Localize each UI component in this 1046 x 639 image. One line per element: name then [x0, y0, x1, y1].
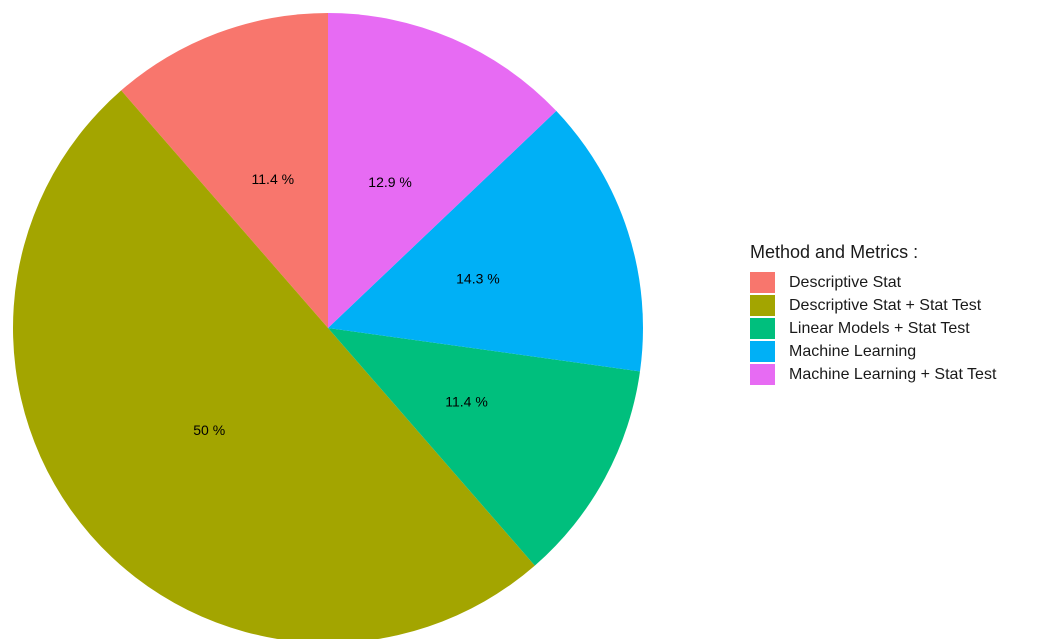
legend-label: Descriptive Stat: [789, 273, 902, 291]
legend-label: Machine Learning + Stat Test: [789, 365, 997, 383]
slice-label-3: 14.3 %: [456, 271, 500, 287]
pie-slice-1: [13, 90, 535, 639]
pie-slice-2: [328, 328, 640, 566]
slice-label-4: 12.9 %: [368, 174, 412, 190]
legend: Method and Metrics : Descriptive Stat Des…: [750, 242, 996, 386]
legend-item-3: Machine Learning: [750, 340, 996, 363]
legend-swatch: [750, 341, 775, 362]
legend-swatch: [750, 272, 775, 293]
pie-slice-3: [328, 110, 644, 372]
legend-item-2: Linear Models + Stat Test: [750, 317, 996, 340]
pie-slice-4: [328, 13, 557, 328]
legend-title: Method and Metrics :: [750, 242, 919, 262]
legend-items: Descriptive Stat Descriptive Stat + Stat …: [750, 271, 996, 386]
pie-chart: 11.4 % 50 % 11.4 % 14.3 % 12.9 %: [13, 13, 644, 639]
slice-label-1: 50 %: [193, 422, 225, 438]
legend-label: Linear Models + Stat Test: [789, 319, 970, 337]
pie-slice-0: [121, 13, 329, 328]
legend-swatch: [750, 318, 775, 339]
legend-item-4: Machine Learning + Stat Test: [750, 363, 996, 386]
slice-label-2: 11.4 %: [445, 394, 488, 410]
legend-label: Descriptive Stat + Stat Test: [789, 296, 982, 314]
slice-label-0: 11.4 %: [252, 171, 295, 187]
legend-swatch: [750, 295, 775, 316]
legend-item-0: Descriptive Stat: [750, 271, 996, 294]
legend-swatch: [750, 364, 775, 385]
legend-label: Machine Learning: [789, 342, 917, 360]
legend-item-1: Descriptive Stat + Stat Test: [750, 294, 996, 317]
